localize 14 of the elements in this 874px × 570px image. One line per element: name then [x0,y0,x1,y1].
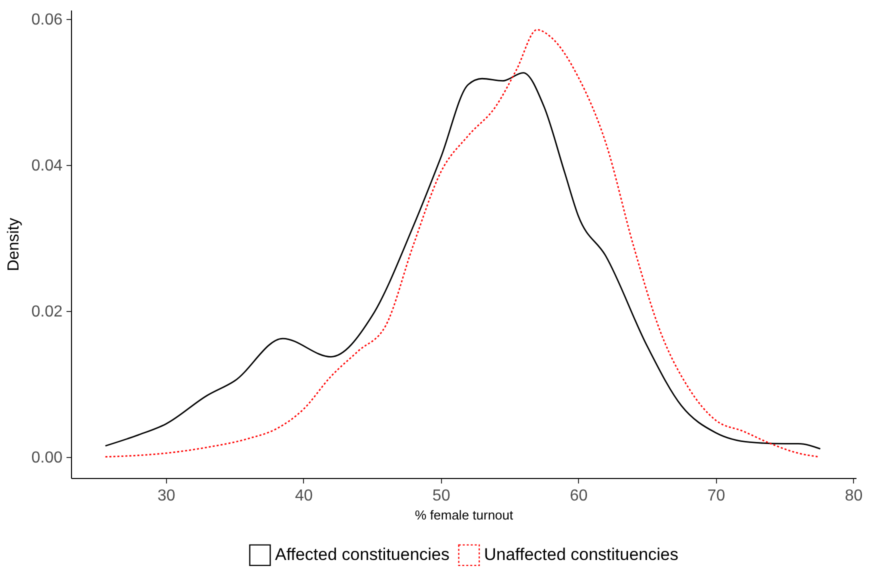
x-tick-label: 30 [157,488,176,504]
y-tick-label: 0.04 [31,157,63,174]
x-tick-label: 50 [432,488,450,504]
legend-label: Unaffected constituencies [484,545,678,564]
y-tick-label: 0.02 [31,303,63,320]
y-tick-label: 0.00 [31,449,63,466]
x-tick-label: 40 [294,488,313,504]
y-tick-label: 0.06 [31,11,63,28]
y-axis-title: Density [5,218,22,272]
x-axis-title: % female turnout [414,508,514,522]
x-tick-label: 80 [844,488,863,504]
x-tick-label: 70 [707,488,726,504]
x-tick-label: 60 [570,488,588,504]
legend-label: Affected constituencies [275,545,450,564]
